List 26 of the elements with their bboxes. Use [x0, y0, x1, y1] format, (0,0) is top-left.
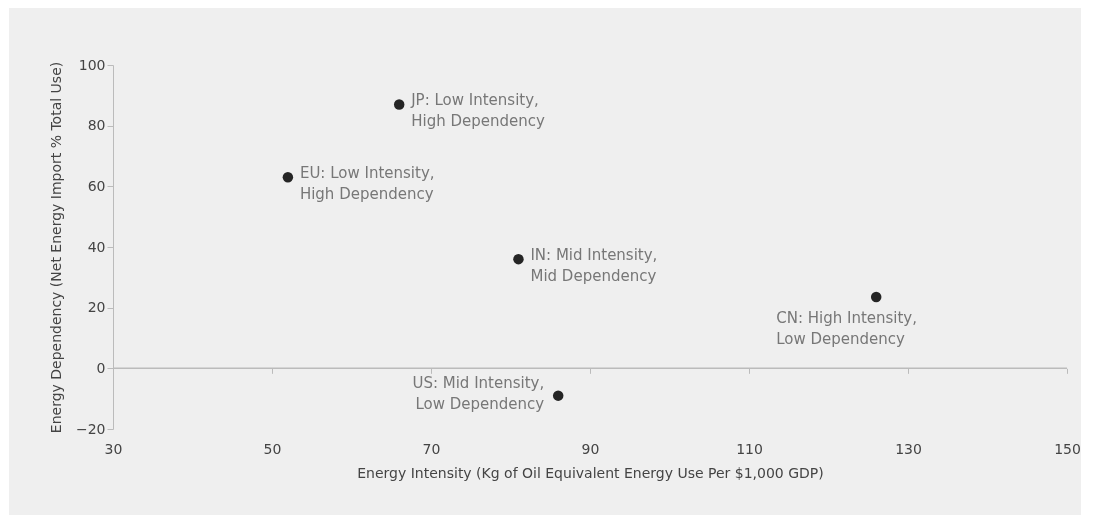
y-tick-label: 80 [87, 117, 106, 134]
point [513, 253, 524, 265]
y-axis-title: Energy Dependency (Net Energy Import % Total Use) [47, 61, 64, 434]
point [393, 99, 405, 110]
x-axis-title: Energy Intensity (Kg of Oil Equivalent Energy Use Per $1,000 GDP) [357, 464, 824, 481]
y-tick-label: 40 [87, 238, 106, 255]
point [282, 172, 294, 183]
annotation: US: Mid Intensity, Low Dependency [412, 373, 545, 413]
annotation: JP: Low Intensity, High Dependency [410, 91, 545, 131]
x-tick-label: 110 [736, 440, 763, 457]
y-tick-label: 20 [87, 299, 106, 316]
x-tick-label: 50 [263, 440, 282, 457]
annotation: CN: High Intensity, Low Dependency [776, 309, 918, 349]
x-tick-label: 150 [1054, 440, 1081, 457]
x-tick-label: 130 [895, 440, 922, 457]
x-tick-label: 30 [104, 440, 123, 457]
x-tick-label: 70 [422, 440, 441, 457]
y-tick-label: 100 [78, 56, 106, 73]
annotation: IN: Mid Intensity, Mid Dependency [530, 246, 658, 286]
point [870, 291, 882, 303]
x-tick-label: 90 [581, 440, 600, 457]
point [552, 390, 564, 401]
y-tick-label: 0 [96, 359, 106, 376]
y-tick-label: 60 [87, 177, 106, 194]
y-tick-label: −20 [75, 420, 106, 437]
annotation: EU: Low Intensity, High Dependency [299, 164, 435, 204]
